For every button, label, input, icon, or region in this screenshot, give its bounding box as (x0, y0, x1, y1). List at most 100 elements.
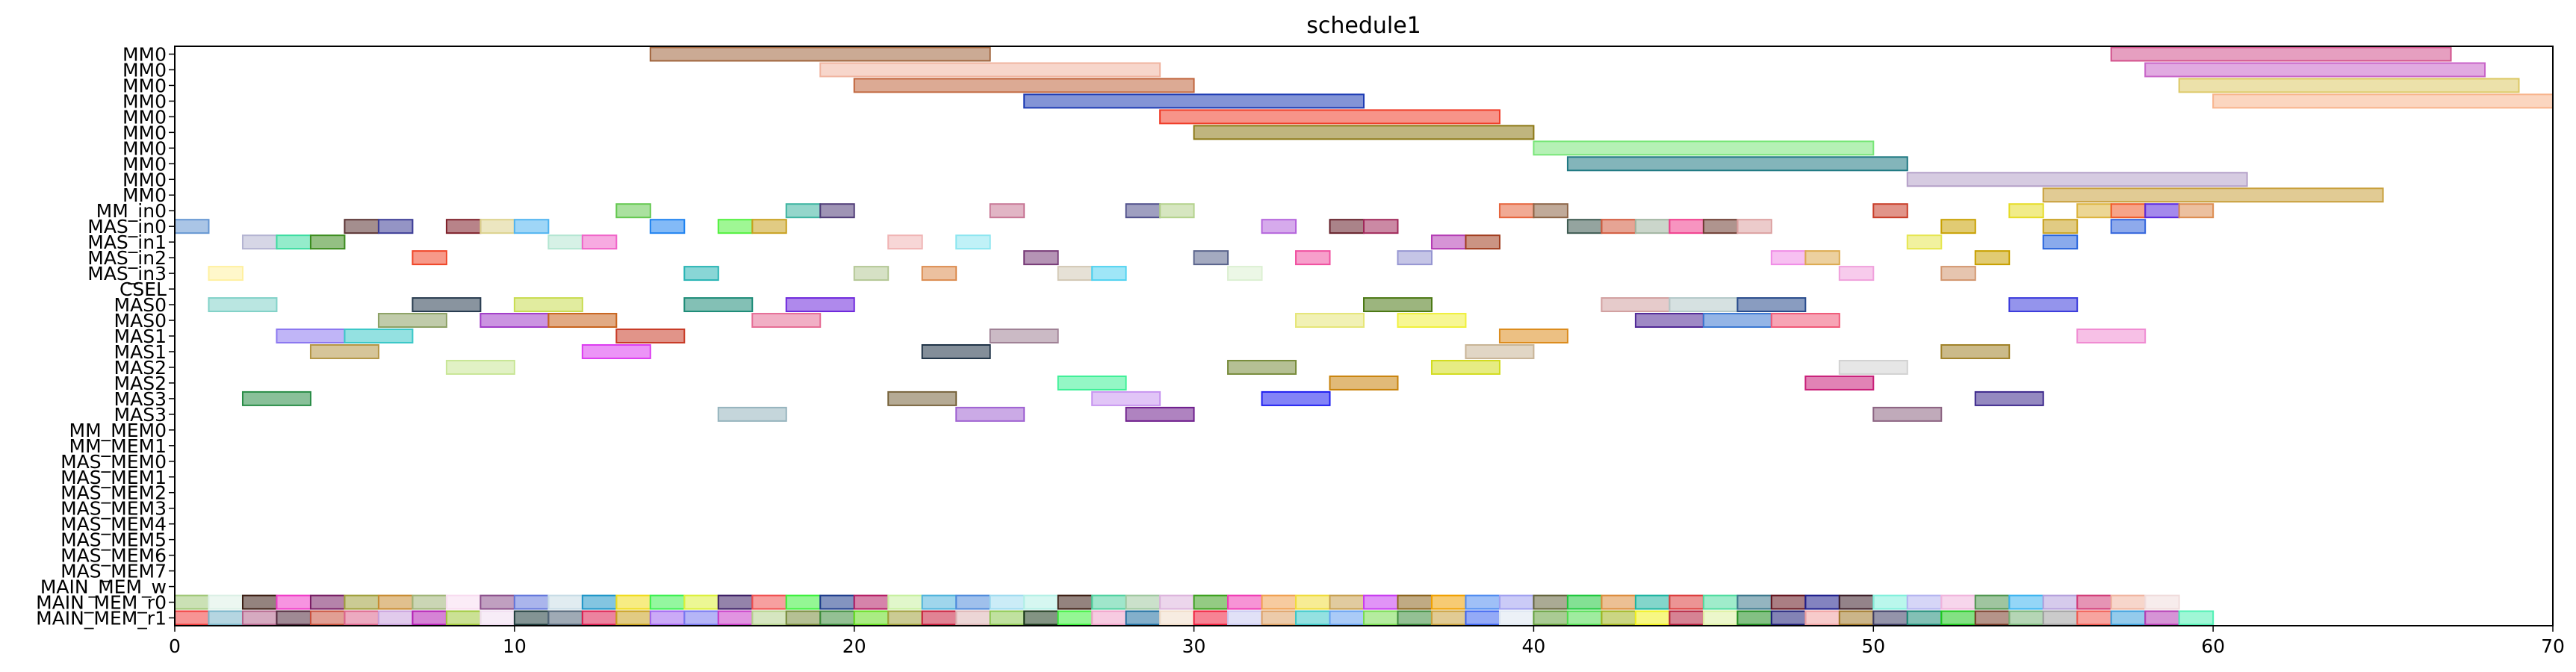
task-bar (175, 612, 208, 625)
task-bar (820, 63, 1160, 76)
task-bar (1636, 220, 1669, 233)
task-bar (1024, 612, 1058, 625)
task-bar (480, 220, 514, 233)
task-bar (786, 596, 820, 609)
task-bar (786, 612, 820, 625)
task-bar (1262, 596, 1296, 609)
task-bar (208, 612, 242, 625)
task-bar (1194, 596, 1228, 609)
task-bar (1873, 596, 1907, 609)
task-bar (854, 267, 888, 280)
task-bar (956, 408, 1024, 421)
chart-title: schedule1 (1306, 13, 1421, 39)
task-bar (208, 596, 242, 609)
task-bar (1465, 345, 1533, 358)
task-bar (1873, 612, 1907, 625)
task-bar (1704, 314, 1772, 327)
task-bar (1024, 251, 1058, 264)
task-bar (651, 612, 684, 625)
task-bar (311, 345, 379, 358)
task-bar (1330, 376, 1398, 390)
task-bar (2111, 596, 2145, 609)
task-bar (888, 235, 922, 249)
task-bar (1805, 596, 1839, 609)
task-bar (379, 220, 412, 233)
task-bar (1330, 612, 1364, 625)
task-bar (1908, 235, 1941, 249)
task-bar (1873, 408, 1941, 421)
task-bar (1840, 612, 1873, 625)
task-bar (684, 596, 718, 609)
task-bar (344, 612, 378, 625)
task-bar (447, 361, 515, 374)
task-bar (1465, 612, 1499, 625)
task-bar (684, 267, 718, 280)
task-bar (2111, 220, 2145, 233)
task-bar (888, 392, 956, 405)
task-bar (1568, 596, 1601, 609)
task-bar (2111, 48, 2451, 61)
task-bar (2077, 596, 2111, 609)
task-bar (583, 345, 651, 358)
task-bar (276, 596, 310, 609)
task-bar (1126, 596, 1160, 609)
task-bar (447, 220, 480, 233)
task-bar (956, 235, 990, 249)
task-bar (1364, 596, 1397, 609)
x-axis: 0 10 20 30 40 50 60 70 (169, 626, 2565, 657)
task-bar (922, 596, 956, 609)
task-bar (1228, 267, 1261, 280)
task-bar (752, 220, 786, 233)
task-bar (583, 612, 616, 625)
y-axis: MM0MM0MM0MM0MM0MM0MM0MM0MM0MM0MM_in0MAS_… (36, 43, 175, 629)
task-bar (1704, 596, 1737, 609)
task-bar (1228, 596, 1261, 609)
task-bar (616, 204, 650, 217)
task-bar (1364, 220, 1397, 233)
task-bar (1601, 596, 1635, 609)
task-bar (548, 612, 582, 625)
task-bar (1194, 251, 1228, 264)
task-bar (990, 596, 1024, 609)
task-bar (786, 298, 854, 311)
task-bar (854, 596, 888, 609)
task-bar (379, 314, 447, 327)
task-bar (1772, 314, 1840, 327)
task-bar (243, 596, 276, 609)
task-bar (1160, 110, 1500, 123)
task-bar (651, 596, 684, 609)
task-bar (922, 345, 990, 358)
task-bar (1704, 612, 1737, 625)
task-bar (1092, 612, 1126, 625)
task-bar (412, 251, 446, 264)
task-bar (1500, 329, 1568, 343)
task-bar (854, 612, 888, 625)
task-bar (2111, 612, 2145, 625)
task-bar (2145, 63, 2485, 76)
task-bar (2179, 612, 2213, 625)
task-bar (1941, 267, 1975, 280)
task-bar (1669, 596, 1703, 609)
task-bar (243, 235, 276, 249)
task-bar (1160, 204, 1194, 217)
x-tick-label: 60 (2201, 635, 2225, 657)
task-bar (311, 612, 344, 625)
task-bar (1296, 251, 1329, 264)
task-bar (820, 596, 854, 609)
task-bar (752, 314, 820, 327)
task-bar (1330, 596, 1364, 609)
task-bar (1024, 596, 1058, 609)
task-bar (1500, 612, 1533, 625)
task-bar (2043, 220, 2077, 233)
task-bar (1262, 612, 1296, 625)
task-bar (1228, 612, 1261, 625)
task-bar (1704, 220, 1737, 233)
task-bar (1330, 220, 1364, 233)
task-bar (2077, 612, 2111, 625)
task-bar (276, 329, 344, 343)
task-bar (1772, 251, 1805, 264)
task-bar (1092, 392, 1160, 405)
task-bar (719, 408, 786, 421)
task-bar (1397, 251, 1431, 264)
task-bar (1262, 220, 1296, 233)
